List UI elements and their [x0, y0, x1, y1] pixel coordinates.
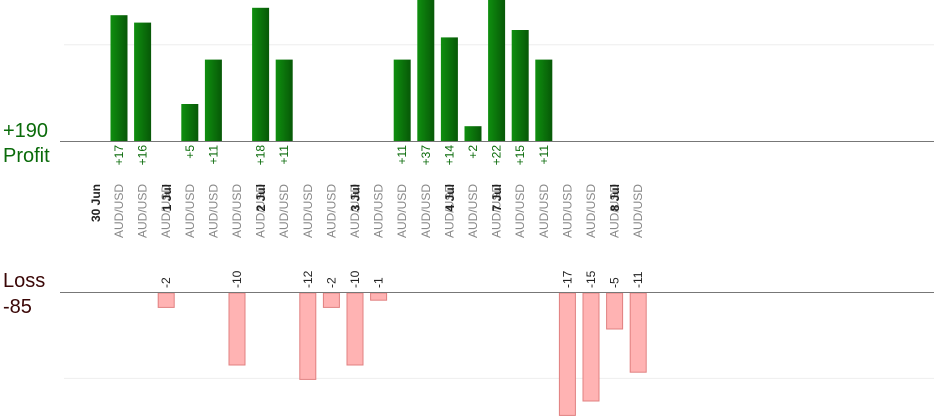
profit-data-label: +11	[537, 145, 551, 165]
profit-bar	[535, 59, 553, 141]
loss-bar	[582, 292, 600, 402]
loss-total: -85	[3, 296, 32, 318]
date-tick-label: 7 Jul	[490, 184, 504, 211]
pair-tick-label: AUD/USD	[324, 184, 338, 238]
loss-bar	[157, 292, 175, 308]
profit-data-label: +37	[419, 145, 433, 166]
profit-total: +190	[3, 120, 49, 142]
pair-tick-label: AUD/USD	[395, 184, 409, 238]
loss-bar	[346, 292, 364, 366]
loss-data-label: -10	[230, 270, 244, 288]
pair-tick-label: AUD/USD	[560, 184, 574, 238]
pair-tick-label: AUD/USD	[608, 184, 622, 238]
profit-bar	[511, 30, 529, 141]
loss-data-label: -5	[608, 277, 622, 288]
loss-bar	[558, 292, 576, 416]
profit-data-label: +5	[183, 145, 197, 159]
profit-data-label: +17	[112, 145, 126, 166]
date-tick-label: 4 Jul	[443, 184, 457, 211]
loss-data-label: -15	[584, 270, 598, 288]
loss-data-label: -1	[372, 277, 386, 288]
loss-data-label: -2	[324, 277, 338, 288]
date-tick-label: 8 Jul	[608, 184, 622, 211]
pair-tick-label: AUD/USD	[537, 184, 551, 238]
profit-data-label: +22	[490, 145, 504, 166]
profit-label: Profit	[3, 145, 50, 167]
pair-tick-label: AUD/USD	[348, 184, 362, 238]
pair-tick-label: AUD/USD	[301, 184, 315, 238]
profit-bar	[275, 59, 293, 141]
pair-tick-label: AUD/USD	[513, 184, 527, 238]
pair-tick-label: AUD/USD	[230, 184, 244, 238]
profit-bar	[417, 0, 435, 141]
labels: +17 AUD/USD 30 Jun +16 AUD/USD -2 AUD/USD +5 AUD…	[89, 145, 645, 288]
loss-data-label: -17	[560, 270, 574, 288]
profit-bar	[181, 104, 199, 141]
pair-tick-label: AUD/USD	[206, 184, 220, 238]
pair-tick-label: AUD/USD	[631, 184, 645, 238]
axes	[60, 141, 934, 293]
loss-bar	[228, 292, 246, 366]
pair-tick-label: AUD/USD	[159, 184, 173, 238]
loss-bar	[299, 292, 317, 380]
profit-bar	[440, 37, 458, 141]
loss-data-label: -2	[159, 277, 173, 288]
loss-bar	[606, 292, 624, 330]
date-tick-label: 1 Jul	[160, 184, 174, 211]
date-tick-label: 2 Jul	[254, 184, 268, 211]
profit-bar	[204, 59, 222, 141]
date-tick-label: 30 Jun	[89, 184, 103, 222]
pair-tick-label: AUD/USD	[254, 184, 268, 238]
pair-tick-label: AUD/USD	[490, 184, 504, 238]
loss-data-label: -10	[348, 270, 362, 288]
profit-data-label: +2	[466, 145, 480, 159]
pair-tick-label: AUD/USD	[584, 184, 598, 238]
profit-bar	[488, 0, 506, 142]
profit-data-label: +14	[442, 145, 456, 166]
profit-data-label: +11	[206, 145, 220, 165]
pair-tick-label: AUD/USD	[419, 184, 433, 238]
profit-data-label: +11	[277, 145, 291, 165]
loss-data-label: -11	[631, 271, 645, 288]
profit-bar	[252, 7, 270, 141]
profit-bar	[110, 15, 128, 142]
profit-bar	[134, 22, 152, 142]
profit-data-label: +18	[254, 145, 268, 166]
loss-bar	[322, 292, 340, 308]
loss-label: Loss	[3, 270, 46, 292]
bars	[110, 0, 647, 416]
pair-tick-label: AUD/USD	[183, 184, 197, 238]
loss-data-label: -12	[301, 270, 315, 288]
loss-bar	[629, 292, 647, 373]
pair-tick-label: AUD/USD	[112, 184, 126, 238]
pair-tick-label: AUD/USD	[372, 184, 386, 238]
loss-bar	[370, 292, 388, 301]
profit-data-label: +11	[395, 145, 409, 165]
pair-tick-label: AUD/USD	[442, 184, 456, 238]
pair-tick-label: AUD/USD	[277, 184, 291, 238]
profit-data-label: +16	[136, 145, 150, 166]
pair-tick-label: AUD/USD	[136, 184, 150, 238]
profit-bar	[393, 59, 411, 141]
profit-data-label: +15	[513, 145, 527, 166]
date-tick-label: 3 Jul	[349, 184, 363, 211]
pair-tick-label: AUD/USD	[466, 184, 480, 238]
profit-bar	[464, 126, 482, 141]
